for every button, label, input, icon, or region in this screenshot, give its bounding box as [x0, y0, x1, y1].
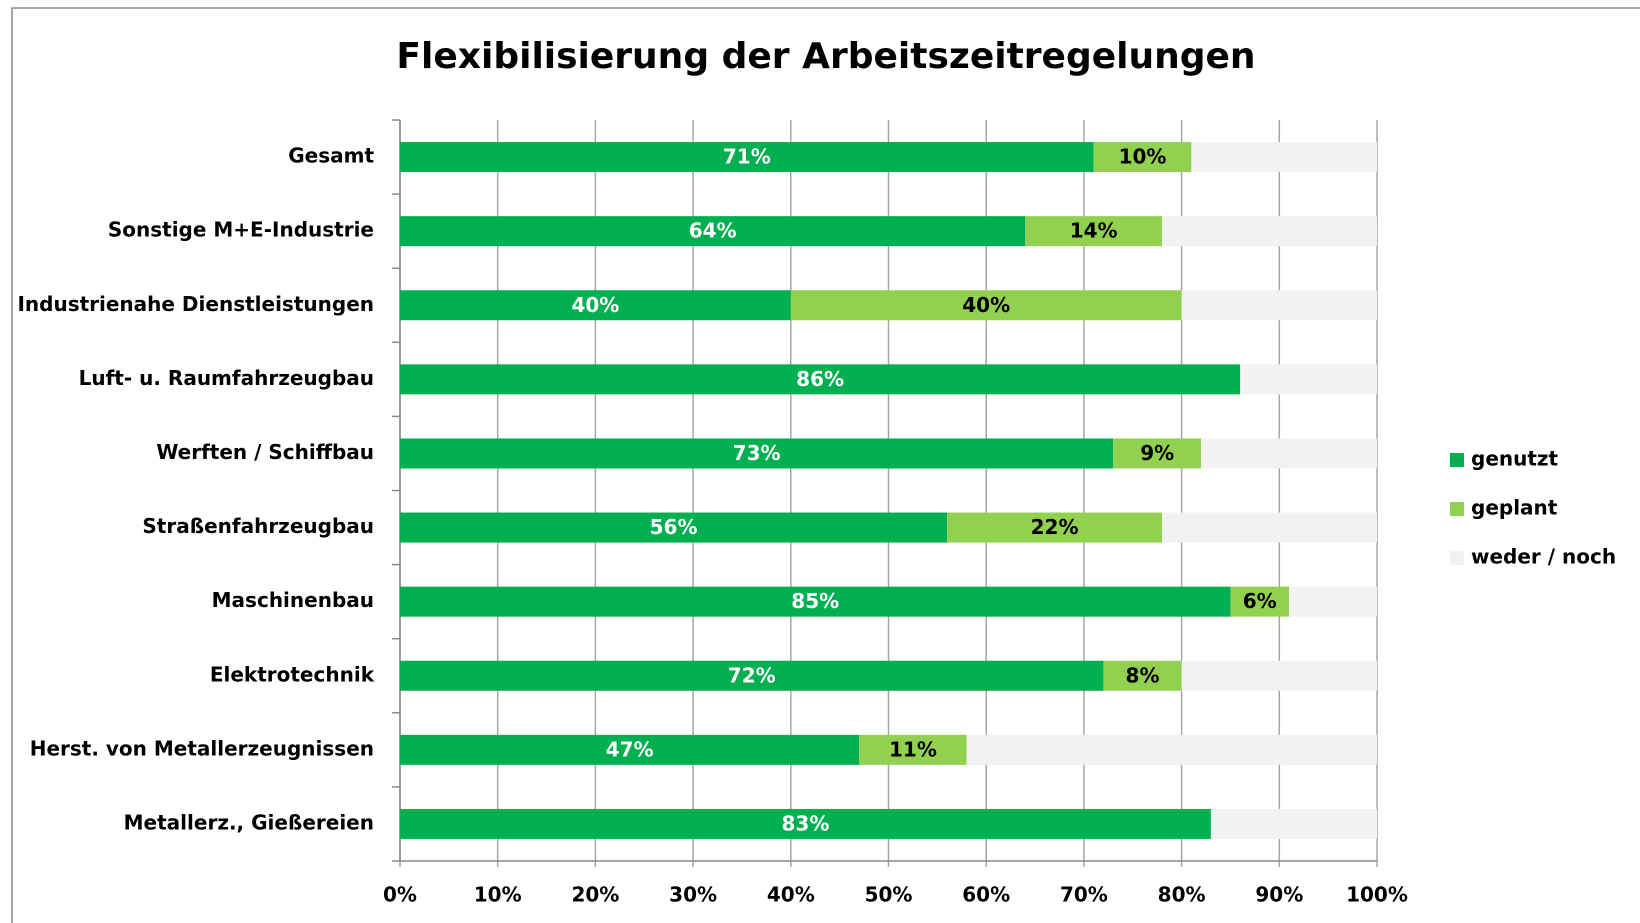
- y-tick-label: Industrienahe Dienstleistungen: [17, 292, 374, 316]
- y-tick-label: Straßenfahrzeugbau: [142, 514, 374, 538]
- bar-segment: [1210, 808, 1377, 839]
- x-tick-label: 20%: [571, 883, 619, 907]
- x-tick-label: 30%: [669, 883, 717, 907]
- bar-segment: [1103, 660, 1182, 691]
- x-tick-label: 90%: [1255, 883, 1303, 907]
- data-label: 83%: [782, 811, 830, 835]
- x-tick-label: 70%: [1060, 883, 1108, 907]
- data-label: 85%: [791, 589, 839, 613]
- data-label: 73%: [733, 441, 781, 465]
- bar-segment: [400, 290, 791, 321]
- x-tick-label: 50%: [865, 883, 913, 907]
- data-label: 47%: [606, 737, 654, 761]
- legend-label: weder / noch: [1471, 545, 1616, 569]
- bar-segment: [400, 586, 1231, 617]
- data-label: 40%: [962, 293, 1010, 317]
- legend-swatch: [1450, 453, 1464, 467]
- x-tick-label: 10%: [474, 883, 522, 907]
- data-label: 40%: [571, 293, 619, 317]
- y-tick-label: Metallerz., Gießereien: [124, 810, 374, 834]
- data-label: 8%: [1126, 663, 1160, 687]
- bar-segment: [1181, 660, 1377, 691]
- legend-swatch: [1450, 502, 1464, 516]
- bar-segment: [400, 660, 1104, 691]
- bar-segment: [400, 808, 1211, 839]
- bar-segment: [1240, 364, 1377, 395]
- bar-segment: [1201, 438, 1377, 469]
- bar-segment: [859, 734, 967, 765]
- data-label: 86%: [796, 367, 844, 391]
- legend-label: geplant: [1471, 496, 1558, 520]
- y-tick-label: Herst. von Metallerzeugnissen: [30, 736, 374, 760]
- bar-segment: [1113, 438, 1202, 469]
- data-label: 64%: [689, 219, 737, 243]
- data-label: 9%: [1140, 441, 1174, 465]
- y-tick-label: Luft- u. Raumfahrzeugbau: [79, 366, 374, 390]
- legend-swatch: [1450, 551, 1464, 565]
- bar-segment: [790, 290, 1182, 321]
- x-tick-label: 0%: [383, 883, 417, 907]
- x-tick-label: 40%: [767, 883, 815, 907]
- bar-segment: [947, 512, 1163, 543]
- bar-segment: [400, 512, 948, 543]
- data-label: 22%: [1031, 515, 1079, 539]
- bar-segment: [1289, 586, 1377, 617]
- data-label: 72%: [728, 663, 776, 687]
- bar-segment: [1181, 290, 1377, 321]
- y-tick-label: Maschinenbau: [212, 588, 374, 612]
- y-tick-label: Elektrotechnik: [210, 662, 375, 686]
- y-tick-label: Gesamt: [288, 144, 374, 168]
- bar-segment: [1162, 512, 1377, 543]
- chart-title: Flexibilisierung der Arbeitszeitregelung…: [396, 36, 1255, 77]
- data-label: 11%: [889, 737, 937, 761]
- data-label: 14%: [1070, 219, 1118, 243]
- data-label: 6%: [1243, 589, 1277, 613]
- y-tick-label: Werften / Schiffbau: [156, 440, 374, 464]
- y-tick-label: Sonstige M+E-Industrie: [108, 218, 374, 242]
- bar-segment: [400, 438, 1114, 469]
- x-tick-label: 100%: [1346, 883, 1408, 907]
- bar-segment: [1025, 216, 1163, 247]
- data-label: 56%: [650, 515, 698, 539]
- bar-segment: [400, 142, 1094, 173]
- bar-segment: [400, 216, 1026, 247]
- bar-segment: [966, 734, 1377, 765]
- legend-label: genutzt: [1471, 447, 1559, 471]
- bar-segment: [1191, 142, 1377, 173]
- data-label: 10%: [1119, 145, 1167, 169]
- x-tick-label: 60%: [962, 883, 1010, 907]
- bar-segment: [1162, 216, 1377, 247]
- data-label: 71%: [723, 145, 771, 169]
- x-tick-label: 80%: [1158, 883, 1206, 907]
- bar-segment: [400, 364, 1241, 395]
- bar-segment: [1093, 142, 1192, 173]
- bar-segment: [1230, 586, 1290, 617]
- bar-segment: [400, 734, 860, 765]
